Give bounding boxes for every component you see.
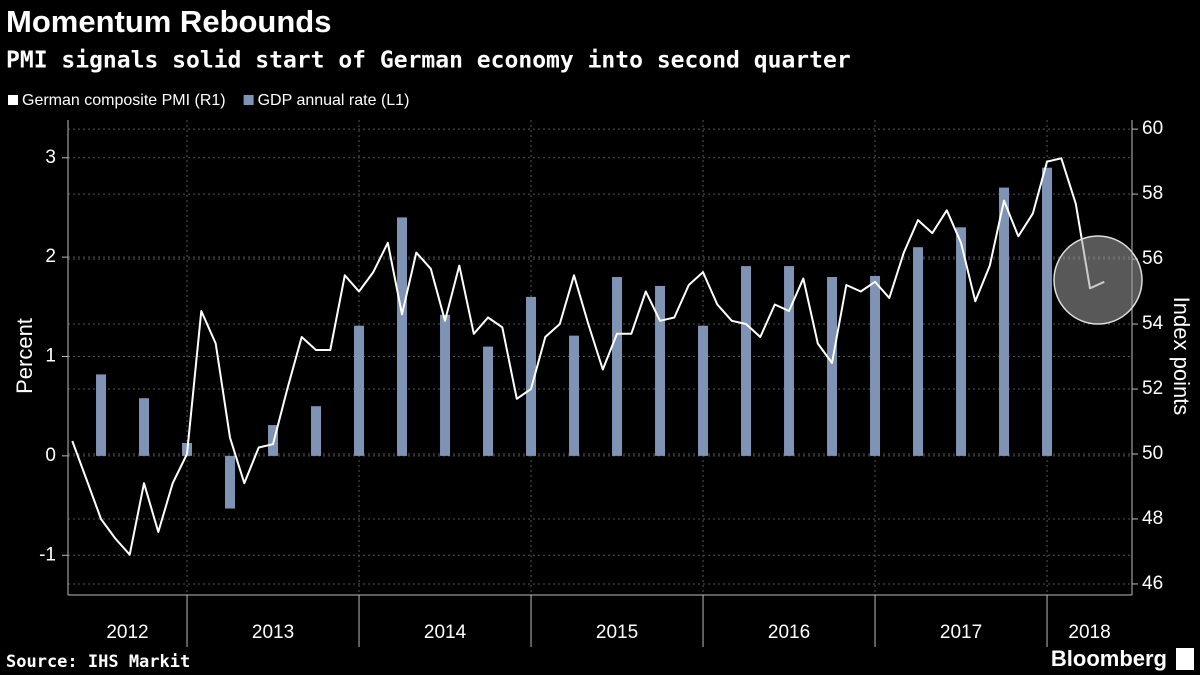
line <box>71 157 1105 556</box>
y2-tick-label: 48 <box>1142 508 1163 529</box>
y-tick-label: 0 <box>45 445 56 466</box>
bar <box>999 187 1010 456</box>
legend-swatch <box>243 95 254 105</box>
y2-tick-label: 52 <box>1142 378 1163 399</box>
bar <box>569 335 580 456</box>
bar <box>96 374 107 456</box>
x-tick-label: 2013 <box>252 622 294 643</box>
bar <box>440 314 451 456</box>
y-tick-label: 2 <box>45 246 56 267</box>
brand-icon <box>1176 648 1194 670</box>
y-axis-label: Percent <box>12 318 37 394</box>
x-tick-label: 2018 <box>1068 622 1110 643</box>
source-note: Source: IHS Markit <box>6 652 190 672</box>
y2-tick-label: 58 <box>1142 183 1163 204</box>
x-tick-label: 2012 <box>106 622 148 643</box>
chart-title: Momentum Rebounds <box>6 4 332 39</box>
bar <box>225 455 236 509</box>
bar <box>526 296 537 456</box>
bar <box>397 217 408 456</box>
y2-tick-label: 56 <box>1142 248 1163 269</box>
x-tick-label: 2014 <box>424 622 467 643</box>
y-tick-label: 1 <box>45 346 56 367</box>
y2-tick-label: 50 <box>1142 443 1163 464</box>
bar <box>354 325 365 456</box>
y2-tick-label: 46 <box>1142 573 1163 594</box>
legend-swatch <box>8 95 18 105</box>
bar <box>784 266 795 456</box>
y2-tick-label: 60 <box>1142 118 1163 139</box>
highlight-circle <box>1053 235 1143 325</box>
bar <box>612 277 623 456</box>
bar <box>827 277 838 456</box>
brand-logo: Bloomberg <box>1051 646 1167 671</box>
bar <box>311 406 322 456</box>
chart-subtitle: PMI signals solid start of German econom… <box>6 48 851 74</box>
bar <box>483 346 494 456</box>
x-tick-label: 2015 <box>596 622 638 643</box>
bar <box>913 247 924 456</box>
bar <box>139 398 150 456</box>
y-tick-label: -1 <box>39 544 56 565</box>
legend-label: German composite PMI (R1) <box>22 92 226 109</box>
x-tick-label: 2017 <box>940 622 982 643</box>
y2-tick-label: 54 <box>1142 313 1164 334</box>
bar <box>655 285 666 456</box>
bar <box>698 325 709 456</box>
bar <box>870 276 881 456</box>
bar <box>956 227 967 456</box>
bar <box>741 266 752 456</box>
legend-label: GDP annual rate (L1) <box>258 92 410 109</box>
x-tick-label: 2016 <box>768 622 810 643</box>
y-tick-label: 3 <box>45 147 56 168</box>
y2-axis-label: Index points <box>1169 297 1194 416</box>
bar <box>1042 167 1053 456</box>
